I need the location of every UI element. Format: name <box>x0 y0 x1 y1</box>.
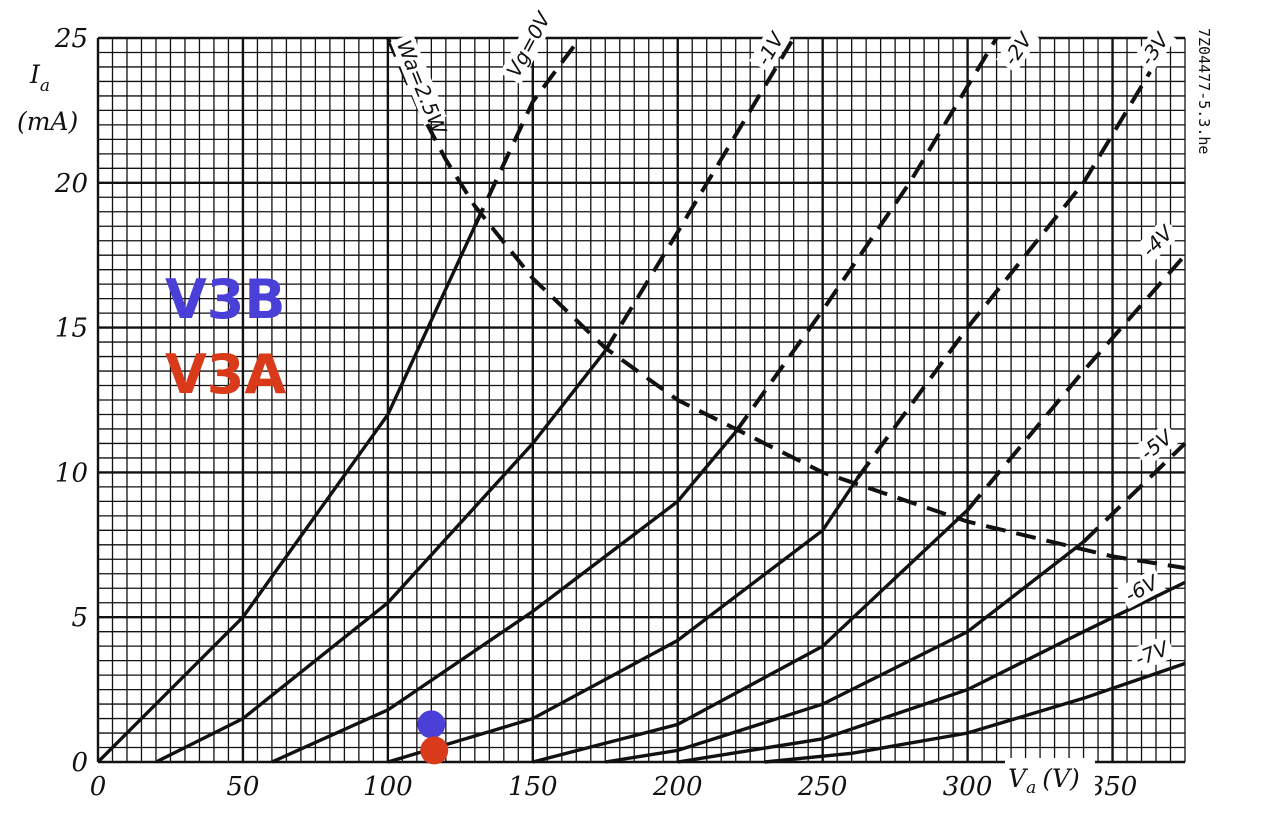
x-tick-bg-4 <box>645 770 710 800</box>
legend-v3b: V3B <box>165 268 286 331</box>
marker-v3b <box>417 710 446 739</box>
curve-7v-solid <box>764 661 1186 764</box>
curve-2v-solid <box>271 430 738 764</box>
x-tick-label-6: 300 <box>943 772 993 802</box>
marker-v3a <box>420 736 449 765</box>
x-tick-bg-0 <box>66 770 130 800</box>
curve-label-5v-bg <box>1132 422 1181 468</box>
curve-vg-0v-solid <box>96 225 477 764</box>
curve-4v-dashed <box>966 253 1187 512</box>
curve-2v-dashed <box>734 36 999 434</box>
x-tick-label-5: 250 <box>797 772 848 802</box>
y-tick-label-2: 10 <box>55 458 88 488</box>
x-axis-label: Va (V) <box>1008 764 1080 798</box>
curve-3v-solid <box>387 477 859 764</box>
curve-4v-solid <box>532 508 969 764</box>
y-axis-label: Ia <box>29 60 50 96</box>
curve-5v-dashed <box>1082 441 1187 544</box>
curve-label-vg-0v-bg <box>499 14 552 85</box>
curve-1v-dashed <box>603 36 796 352</box>
curve-1v-solid <box>155 349 607 764</box>
curve-vg-0v-dashed <box>472 36 582 228</box>
x-tick-bg-1 <box>210 770 275 800</box>
curve-label-4v-bg <box>1133 217 1181 265</box>
y-tick-label-4: 20 <box>54 169 88 199</box>
y-tick-label-5: 25 <box>54 24 88 54</box>
curve-6v-solid <box>677 580 1186 764</box>
x-tick-label-2: 100 <box>363 772 413 802</box>
curve-label-3v-bg <box>1132 24 1177 74</box>
reference-code: 7Z04477-5.3.he <box>1195 28 1213 154</box>
curve-3v-dashed <box>855 36 1173 480</box>
legend-v3a: V3A <box>165 343 286 406</box>
y-tick-label-3: 15 <box>55 314 88 344</box>
curve-wa-2-5w <box>386 37 1186 570</box>
x-tick-bg-5 <box>790 770 855 800</box>
curve-label-2v-bg <box>995 24 1040 74</box>
curve-label-6v-bg <box>1117 568 1166 610</box>
curve-label-1v-bg <box>749 24 791 73</box>
x-tick-bg-2 <box>355 770 420 800</box>
x-tick-label-0: 0 <box>90 772 107 802</box>
y-tick-label-0: 0 <box>71 748 88 778</box>
x-tick-label-3: 150 <box>508 772 558 802</box>
curve-5v-solid <box>605 540 1085 764</box>
y-tick-label-1: 5 <box>71 603 88 633</box>
tick-labels: 0 50 100 150 200 250 300 350 0 5 10 15 20 25 <box>54 24 1145 802</box>
x-tick-label-1: 50 <box>226 772 259 802</box>
x-tick-bg-3 <box>500 770 565 800</box>
x-tick-label-7: 350 <box>1088 772 1138 802</box>
curves <box>96 36 1187 764</box>
x-tick-bg-6 <box>935 770 1000 800</box>
curve-label-wa-2-5w-bg <box>390 32 447 126</box>
y-axis-unit: (mA) <box>17 107 78 136</box>
operating-point-markers <box>417 710 449 765</box>
curve-label-7v-bg <box>1127 634 1176 673</box>
x-label-bg <box>1005 758 1095 798</box>
x-tick-label-4: 200 <box>652 772 703 802</box>
